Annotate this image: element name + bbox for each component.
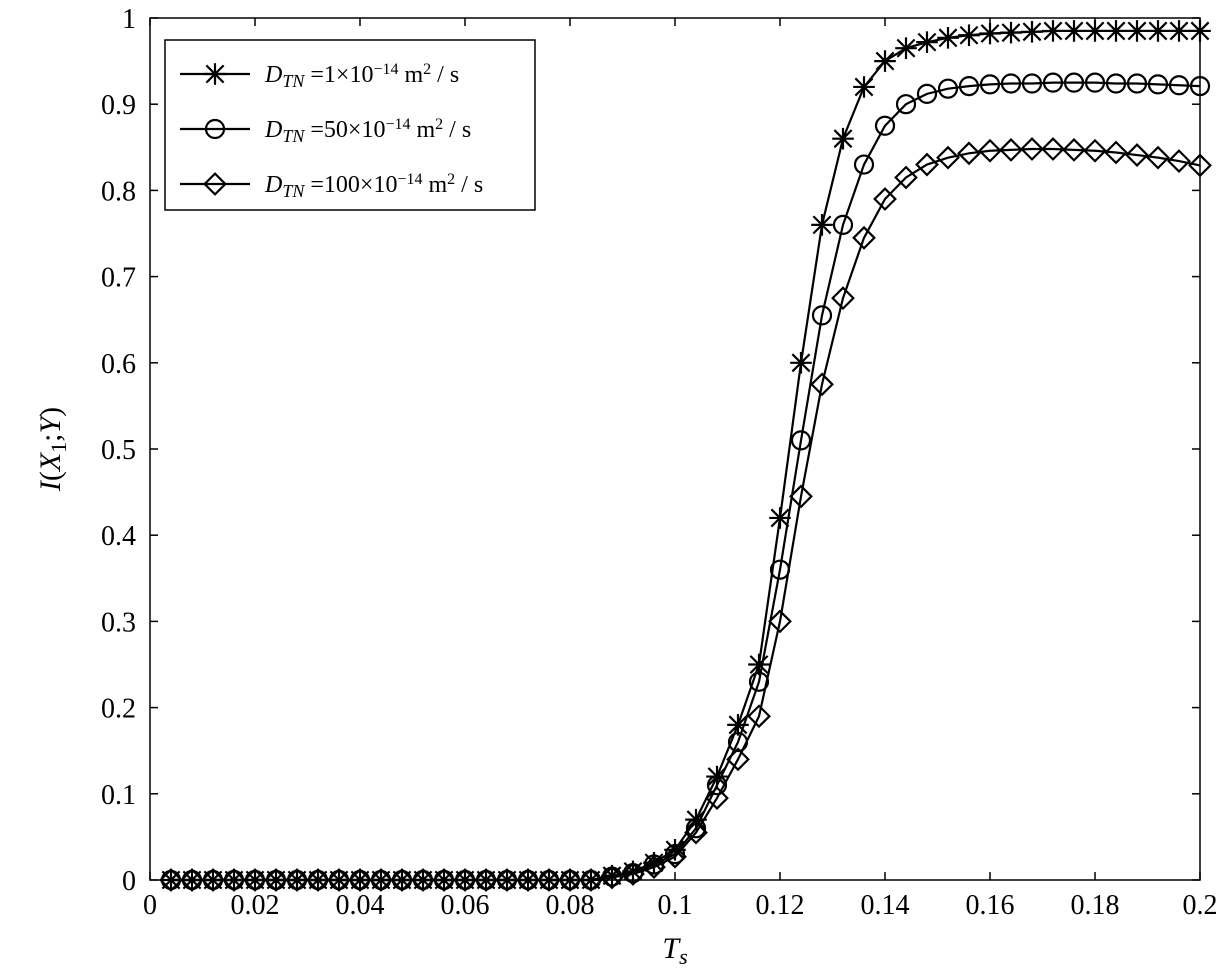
x-tick-label: 0.04 [336, 890, 385, 921]
legend: DTN =1×10−14 m2 / sDTN =50×10−14 m2 / sD… [165, 40, 535, 210]
y-tick-label: 0.6 [101, 349, 136, 380]
y-tick-label: 0.7 [101, 263, 136, 294]
y-tick-label: 0.9 [101, 90, 136, 121]
x-tick-label: 0.1 [658, 890, 693, 921]
x-tick-label: 0.18 [1071, 890, 1120, 921]
x-tick-label: 0.14 [861, 890, 910, 921]
x-tick-label: 0.08 [546, 890, 595, 921]
x-tick-label: 0.12 [756, 890, 805, 921]
y-tick-label: 0.4 [101, 521, 136, 552]
y-tick-label: 0 [122, 866, 136, 897]
y-tick-label: 1 [122, 4, 136, 35]
chart-container: 0 0.02 0.04 0.06 0.08 0.1 0.12 0.14 0.16 0.18 0.2 0… [0, 0, 1223, 968]
y-tick-label: 0.5 [101, 435, 136, 466]
x-tick-label: 0.2 [1183, 890, 1218, 921]
x-tick-label: 0.06 [441, 890, 490, 921]
y-tick-label: 0.8 [101, 176, 136, 207]
y-tick-label: 0.2 [101, 694, 136, 725]
x-tick-label: 0 [143, 890, 157, 921]
y-tick-label: 0.1 [101, 780, 136, 811]
x-tick-label: 0.02 [231, 890, 280, 921]
x-tick-label: 0.16 [966, 890, 1015, 921]
chart-svg: 0 0.02 0.04 0.06 0.08 0.1 0.12 0.14 0.16 0.18 0.2 0… [0, 0, 1223, 968]
y-tick-label: 0.3 [101, 607, 136, 638]
